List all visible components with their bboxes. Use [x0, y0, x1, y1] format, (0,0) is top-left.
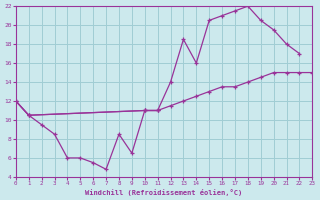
X-axis label: Windchill (Refroidissement éolien,°C): Windchill (Refroidissement éolien,°C)	[85, 189, 243, 196]
